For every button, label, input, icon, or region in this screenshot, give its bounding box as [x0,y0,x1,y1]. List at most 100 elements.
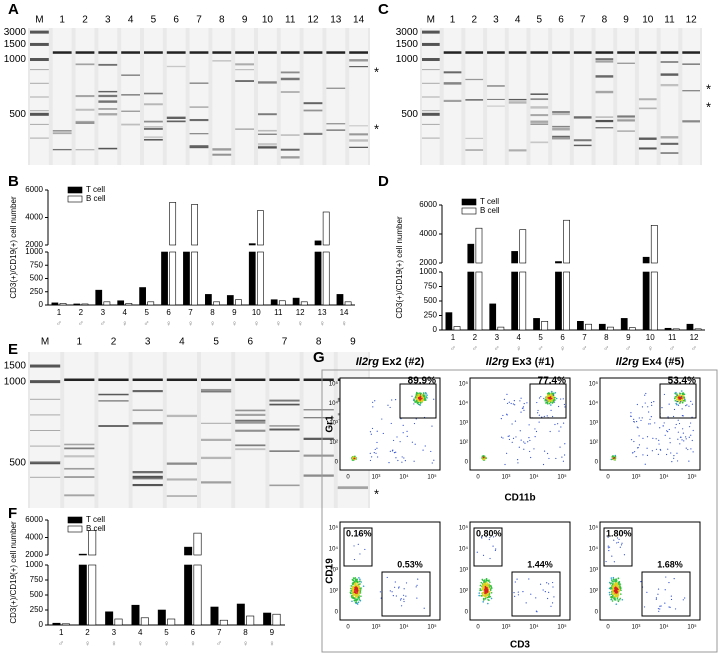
event-dot [495,548,497,550]
event-dot [557,405,560,408]
event-dot [678,399,680,401]
band [52,132,72,135]
band [235,419,266,422]
event-dot [479,589,481,592]
y-tick-label: 10³ [589,568,598,574]
sex-label: ♀ [341,319,347,328]
event-dot [420,392,422,395]
event-dot [535,430,538,433]
lane-label: 6 [248,337,254,348]
event-dot [550,390,553,393]
event-dot [402,432,404,434]
y-axis-label: CD3(+)/CD19(+) cell number [395,216,404,319]
event-dot [513,592,515,594]
event-dot [352,597,354,600]
band [201,422,232,424]
band [552,110,570,114]
x-tick-label: 4 [516,333,521,342]
event-dot [646,454,649,456]
event-dot [426,394,428,397]
band [660,142,679,145]
event-dot [643,606,646,608]
event-dot [610,587,613,590]
band [132,378,163,382]
band [280,134,300,136]
band [552,135,570,138]
event-dot [617,592,620,594]
event-dot [611,593,614,595]
x-tick-label: 3 [495,333,500,342]
bar [628,327,636,331]
bar [117,300,125,306]
band [121,74,140,76]
event-dot [488,593,491,595]
event-dot [562,422,565,424]
band [75,51,95,54]
bar [51,302,59,306]
lane [595,28,614,165]
band [166,378,197,382]
event-dot [674,392,677,395]
band [98,51,118,54]
gate-percent: 0.16% [346,528,372,538]
band [132,477,163,480]
band [443,51,462,54]
event-dot [514,581,516,583]
panel-label: A [8,1,19,18]
legend-label: B cell [480,206,500,215]
event-dot [618,598,621,601]
event-dot [664,602,666,604]
lane [573,28,592,165]
event-dot [389,450,391,452]
band [617,62,635,64]
band [166,414,197,418]
band [166,495,197,497]
event-dot [631,452,634,454]
event-dot [552,392,555,395]
bar [184,564,193,626]
event-dot [431,462,433,464]
event-dot [391,399,393,401]
bar [184,546,193,556]
legend-swatch [67,195,83,203]
event-dot [623,554,626,556]
event-dot [546,582,548,584]
band [269,484,300,487]
band [98,94,118,98]
event-dot [661,407,663,409]
bar [139,287,146,306]
event-dot [424,394,426,396]
event-dot [618,582,620,584]
sex-label: ♂ [603,344,609,353]
x-tick-label: 2 [85,628,90,637]
x-tick-label: 10⁴ [529,474,539,481]
gate [343,527,373,567]
band [121,110,140,112]
event-dot [659,427,661,429]
gate [529,383,567,419]
panel-label: E [8,341,18,358]
event-dot [674,399,677,402]
event-dot [350,590,352,592]
event-dot [614,580,616,583]
event-dot [680,400,682,403]
event-dot [415,586,417,588]
event-dot [418,397,420,399]
event-dot [677,438,679,440]
band [201,391,232,393]
event-dot [359,599,362,602]
event-dot [484,598,487,600]
lane [98,352,129,508]
band [465,99,484,101]
event-dot [612,455,614,458]
panel-frame [321,369,718,653]
sex-label: ♀ [209,319,215,328]
sex-label: ♀ [253,319,259,328]
axis-label: Gr1 [325,415,336,433]
event-dot [360,595,362,597]
event-dot [638,435,640,437]
band [280,91,300,93]
band [280,71,300,74]
event-dot [483,582,486,585]
gate [473,527,503,567]
